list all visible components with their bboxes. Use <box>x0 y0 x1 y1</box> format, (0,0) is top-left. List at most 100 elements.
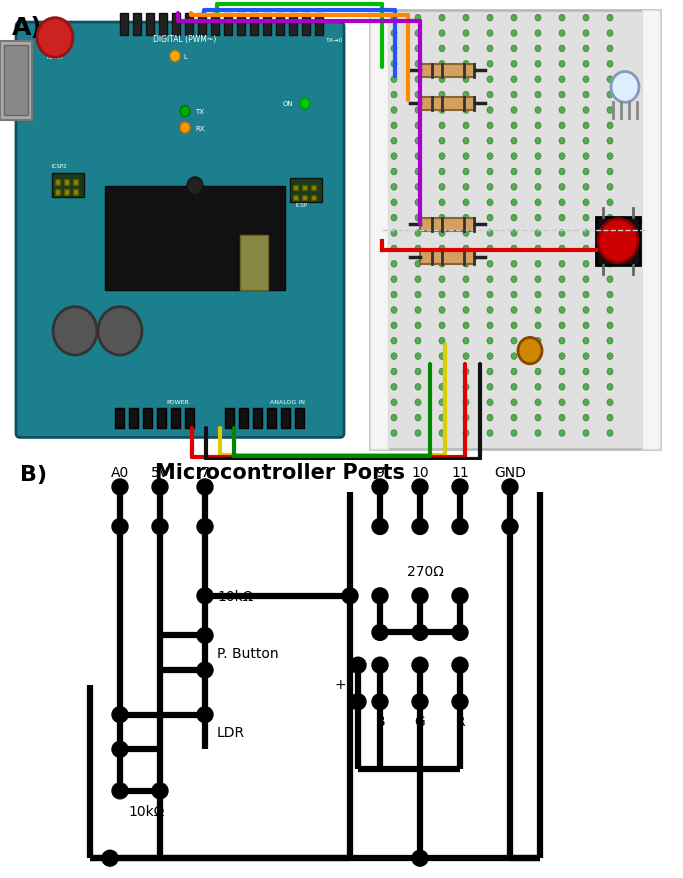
Circle shape <box>197 519 213 535</box>
Circle shape <box>412 588 428 604</box>
Bar <box>52 174 84 198</box>
Bar <box>281 408 290 428</box>
Circle shape <box>583 46 589 53</box>
Circle shape <box>559 138 565 145</box>
Circle shape <box>511 61 517 68</box>
Circle shape <box>463 338 469 344</box>
Circle shape <box>415 246 421 252</box>
Circle shape <box>372 625 388 641</box>
Bar <box>143 408 152 428</box>
Circle shape <box>102 850 118 866</box>
Circle shape <box>415 200 421 206</box>
Bar <box>302 196 307 201</box>
Circle shape <box>439 384 445 391</box>
Circle shape <box>415 230 421 237</box>
Circle shape <box>607 123 613 129</box>
Circle shape <box>487 291 493 299</box>
Circle shape <box>439 307 445 313</box>
Circle shape <box>535 215 541 222</box>
Circle shape <box>559 262 565 268</box>
Circle shape <box>391 323 397 329</box>
Bar <box>4 46 28 116</box>
Circle shape <box>372 694 388 710</box>
Bar <box>289 14 297 36</box>
Circle shape <box>372 519 388 535</box>
Circle shape <box>583 246 589 252</box>
Circle shape <box>559 184 565 191</box>
Text: R: R <box>455 714 465 728</box>
Circle shape <box>583 277 589 283</box>
Circle shape <box>583 138 589 145</box>
Circle shape <box>583 230 589 237</box>
Circle shape <box>559 154 565 160</box>
Circle shape <box>350 694 366 710</box>
Circle shape <box>583 399 589 407</box>
Bar <box>224 14 232 36</box>
Circle shape <box>391 31 397 37</box>
Circle shape <box>487 169 493 176</box>
Circle shape <box>391 215 397 222</box>
Bar <box>64 180 69 185</box>
Circle shape <box>391 354 397 360</box>
Text: 9: 9 <box>376 465 385 479</box>
Circle shape <box>511 46 517 53</box>
Circle shape <box>487 200 493 206</box>
Bar <box>211 14 219 36</box>
Circle shape <box>607 169 613 176</box>
Circle shape <box>372 588 388 604</box>
Circle shape <box>607 215 613 222</box>
Circle shape <box>511 384 517 391</box>
Circle shape <box>412 850 428 866</box>
Circle shape <box>487 354 493 360</box>
Circle shape <box>300 98 310 110</box>
Circle shape <box>535 138 541 145</box>
Circle shape <box>463 384 469 391</box>
Circle shape <box>415 184 421 191</box>
Circle shape <box>511 354 517 360</box>
Circle shape <box>583 31 589 37</box>
Circle shape <box>170 52 180 62</box>
Circle shape <box>511 307 517 313</box>
Circle shape <box>180 123 190 134</box>
Bar <box>171 408 180 428</box>
Text: P. Button: P. Button <box>217 646 279 660</box>
Circle shape <box>487 15 493 22</box>
Circle shape <box>415 154 421 160</box>
Circle shape <box>463 108 469 114</box>
Circle shape <box>583 108 589 114</box>
Circle shape <box>112 707 128 723</box>
Circle shape <box>559 354 565 360</box>
Circle shape <box>511 399 517 407</box>
Circle shape <box>511 169 517 176</box>
Text: B: B <box>375 714 385 728</box>
Circle shape <box>511 230 517 237</box>
Circle shape <box>463 169 469 176</box>
Circle shape <box>511 184 517 191</box>
Circle shape <box>535 92 541 98</box>
Bar <box>198 14 206 36</box>
Circle shape <box>197 628 213 644</box>
Circle shape <box>607 154 613 160</box>
Circle shape <box>187 177 203 195</box>
Circle shape <box>487 338 493 344</box>
Circle shape <box>463 61 469 68</box>
Circle shape <box>511 215 517 222</box>
Circle shape <box>180 106 190 118</box>
Circle shape <box>535 31 541 37</box>
Circle shape <box>412 479 428 495</box>
Circle shape <box>415 169 421 176</box>
Circle shape <box>415 108 421 114</box>
Circle shape <box>439 323 445 329</box>
Text: POWER: POWER <box>167 399 189 405</box>
Bar <box>596 217 640 265</box>
Circle shape <box>511 138 517 145</box>
Circle shape <box>452 479 468 495</box>
Bar <box>172 14 180 36</box>
Circle shape <box>463 15 469 22</box>
Circle shape <box>391 277 397 283</box>
Circle shape <box>535 430 541 437</box>
Bar <box>315 14 323 36</box>
Circle shape <box>391 138 397 145</box>
Circle shape <box>535 15 541 22</box>
Circle shape <box>607 262 613 268</box>
